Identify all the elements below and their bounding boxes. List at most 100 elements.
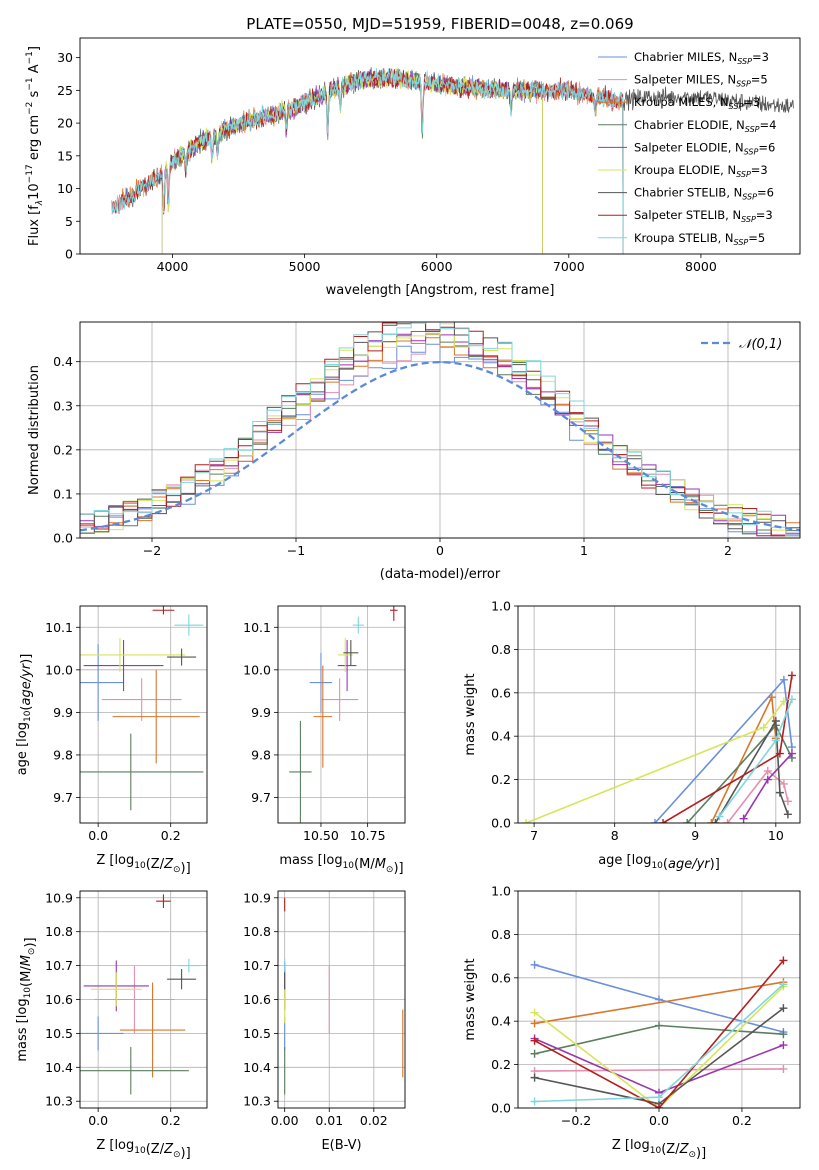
y-tick-label: 10.6 [243, 992, 271, 1007]
y-tick-label: 0.6 [491, 685, 511, 700]
y-tick-label: 9.9 [251, 705, 271, 720]
x-axis-label: E(B-V) [321, 1138, 361, 1153]
tspan: E(B-V) [321, 1138, 361, 1153]
weight-point-marker [530, 1019, 539, 1028]
tspan: 10 [651, 861, 663, 871]
y-tick-label: 5 [65, 214, 73, 229]
tspan: M [19, 955, 34, 966]
weight-point-marker [711, 819, 720, 823]
y-tick-label: 0.4 [491, 729, 511, 744]
weight-point-marker [723, 819, 732, 823]
y-tick-label: 20 [57, 116, 73, 131]
tspan: s [27, 90, 42, 101]
x-tick-label: 10.75 [350, 828, 386, 843]
y-tick-label: 10.4 [243, 1060, 271, 1075]
x-tick-label: 0.00 [271, 1113, 299, 1128]
weight-point-marker [763, 775, 772, 784]
spectrum-series-line [111, 69, 624, 254]
y-tick-label: 10.8 [45, 924, 73, 939]
weight-point-marker [659, 819, 668, 823]
tspan: ] [27, 46, 42, 51]
weight-point-marker [779, 1064, 788, 1073]
y-tick-label: 10.1 [45, 620, 73, 635]
tspan: Z [163, 857, 174, 872]
axes-age-vs-Z: 0.0 0.29.79.89.910.010.1Z [log10(Z/Z⊙)]ag… [15, 605, 208, 876]
tspan: Chabrier ELODIE, N [634, 118, 745, 132]
tspan: Z [ [612, 1138, 630, 1153]
y-tick-label: 0.4 [53, 354, 73, 369]
y-tick-label: 10.9 [45, 890, 73, 905]
tspan: 10 [650, 1146, 662, 1156]
weight-point-marker [775, 749, 784, 758]
weight-point-marker [530, 960, 539, 969]
x-tick-label: 10.50 [303, 828, 339, 843]
tspan: mass [ [279, 853, 322, 868]
errorbars [284, 897, 404, 1095]
x-tick-label: 0.2 [161, 1113, 181, 1128]
y-tick-label: 0.2 [53, 442, 73, 457]
tspan: 10 [23, 710, 33, 722]
y-tick-label: 0.0 [491, 1101, 511, 1116]
y-tick-label: 0.0 [53, 531, 73, 546]
weight-point-marker [767, 693, 776, 702]
tspan: mass [ [15, 1018, 30, 1061]
x-tick-label: −1 [287, 543, 305, 558]
tspan: SSP [729, 102, 744, 111]
tspan: SSP [736, 170, 751, 179]
gaussian-curve [80, 360, 800, 532]
y-axis-label: mass weight [463, 958, 478, 1040]
weight-point-marker [787, 695, 796, 704]
y-tick-label: 0.3 [53, 398, 73, 413]
legend-entry: Salpeter ELODIE, NSSP=6 [634, 140, 775, 156]
tspan: )] [710, 857, 720, 872]
tspan: age [ [15, 742, 30, 775]
y-tick-label: 10.5 [243, 1026, 271, 1041]
tspan: )] [19, 654, 34, 664]
y-tick-label: 9.7 [251, 790, 271, 805]
tspan: (Z/ [661, 1142, 680, 1157]
weight-series-line [534, 985, 784, 1108]
tspan: )] [393, 861, 403, 876]
y-tick-label: 25 [57, 83, 73, 98]
axes-mass-vs-Z: 0.0 0.210.310.410.510.610.710.810.9Z [log… [15, 890, 208, 1161]
y-axis-label: mass weight [463, 673, 478, 755]
tspan: SSP [737, 57, 752, 66]
x-tick-label: 1 [580, 543, 588, 558]
x-axis-label: Z [log10(Z/Z⊙)] [96, 853, 190, 876]
axes-mass-vs-ebv: 0.00 0.01 0.02 10.3 10.4 10.5 10.6 10.7 10.8 10.9… [243, 890, 406, 1153]
weight-series-line [654, 677, 793, 823]
tspan: Chabrier MILES, N [634, 50, 737, 64]
weight-point-marker [530, 1036, 539, 1045]
weight-point-marker [655, 1093, 663, 1102]
tspan: SSP [742, 193, 757, 202]
weight-point-marker [779, 675, 788, 684]
axes-frame [277, 605, 406, 824]
tspan: 10 [134, 861, 146, 871]
tspan: −1 [25, 77, 35, 90]
tspan: log [114, 853, 134, 868]
y-tick-label: 10.3 [45, 1094, 73, 1109]
weight-point-marker [771, 717, 780, 726]
y-tick-label: 0 [65, 247, 73, 262]
x-tick-label: 7000 [553, 259, 585, 274]
tspan: SSP [744, 147, 759, 156]
x-axis-label: (data-model)/error [380, 567, 501, 582]
tspan: Kroupa MILES, N [634, 95, 729, 109]
y-tick-label: 0.0 [491, 816, 511, 831]
x-tick-label: 2 [724, 543, 732, 558]
x-tick-label: 8 [611, 828, 619, 843]
x-tick-label: 0.0 [88, 828, 108, 843]
weight-series-line [726, 769, 789, 823]
axes-age-vs-mass: 10.50 10.75 9.7 9.8 9.9 10.0 10.1 mass [log10(M… [243, 605, 406, 876]
y-tick-label: 9.8 [53, 747, 73, 762]
axes-frame [277, 890, 406, 1109]
spectrum-series-line [111, 67, 624, 254]
tspan: =4 [760, 118, 777, 132]
tspan: ⊙ [27, 948, 37, 956]
legend-entry: Kroupa MILES, NSSP=3 [634, 95, 760, 111]
tspan: )] [181, 1146, 191, 1161]
tspan: )] [696, 1146, 706, 1161]
x-axis-label: Z [log10(Z/Z⊙)] [612, 1138, 706, 1161]
tspan: =5 [751, 73, 768, 87]
tspan: Chabrier STELIB, N [634, 186, 742, 200]
